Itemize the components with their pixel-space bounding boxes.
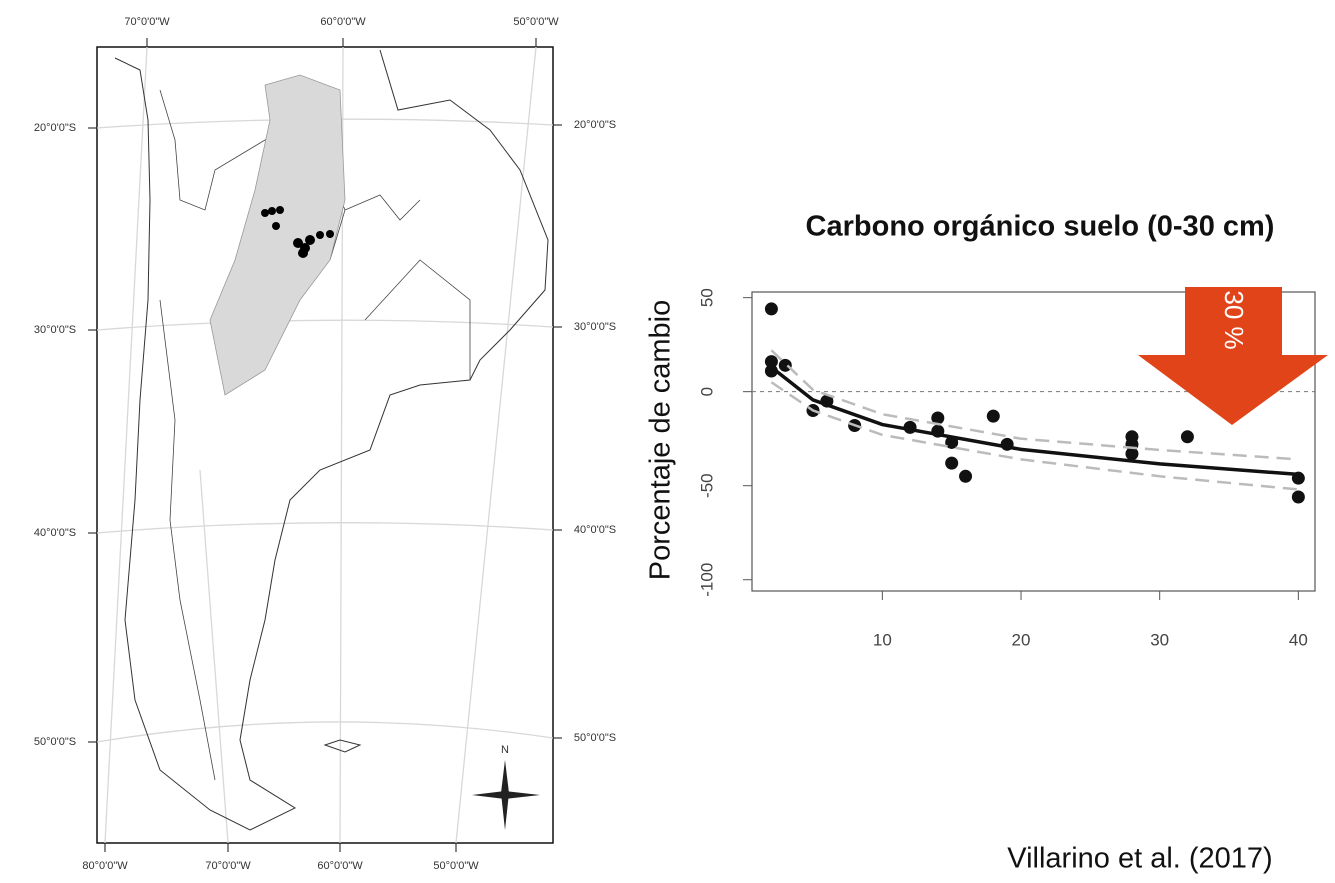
- coordinate-label: 50°0'0"W: [513, 16, 559, 28]
- plot-frame: [751, 291, 1316, 592]
- data-point: [1180, 430, 1194, 444]
- coordinate-label: 20°0'0"S: [34, 122, 76, 134]
- data-point: [1291, 490, 1305, 504]
- coordinate-label: 60°0'0"W: [317, 860, 363, 872]
- coordinate-label: 40°0'0"S: [574, 524, 616, 536]
- data-point: [764, 355, 778, 369]
- borders: [159, 89, 471, 781]
- x-tick-label: 10: [873, 630, 892, 649]
- y-tick-label: -50: [697, 473, 716, 498]
- annotation-arrow: [1138, 287, 1328, 425]
- fit-line: [770, 365, 1299, 477]
- coordinate-label: 70°0'0"W: [124, 16, 170, 28]
- coordinate-label: 60°0'0"W: [320, 16, 366, 28]
- chart-title: Carbono orgánico suelo (0-30 cm): [806, 211, 1275, 243]
- coastline: [114, 49, 549, 831]
- islands: [323, 739, 362, 753]
- sites: [261, 206, 334, 258]
- compass: N: [472, 744, 540, 830]
- coordinate-label: 40°0'0"S: [34, 527, 76, 539]
- data-point: [1125, 447, 1139, 461]
- confidence-band: [770, 381, 1299, 491]
- data-point: [778, 358, 792, 372]
- confidence-band: [770, 349, 1299, 461]
- data-point: [945, 456, 959, 470]
- data-point: [764, 302, 778, 316]
- coordinate-label: 30°0'0"S: [574, 321, 616, 333]
- y-tick-label: 50: [697, 288, 716, 307]
- annotation-text: 30 %: [1219, 290, 1249, 349]
- y-tick-label: 0: [697, 387, 716, 396]
- x-tick-label: 30: [1150, 630, 1169, 649]
- graticule: [96, 46, 554, 844]
- data-point: [986, 409, 1000, 423]
- chaco-region: [209, 74, 346, 396]
- coordinate-label: 50°0'0"W: [433, 860, 479, 872]
- x-tick-label: 40: [1289, 630, 1308, 649]
- map-labels: 70°0'0"W 60°0'0"W 50°0'0"W 80°0'0"W 70°0'0"W…: [34, 16, 616, 872]
- coordinate-label: 30°0'0"S: [34, 324, 76, 336]
- data-point: [959, 469, 973, 483]
- y-axis-label: Porcentaje de cambio: [645, 300, 677, 581]
- data-point: [931, 411, 945, 425]
- coordinate-label: 50°0'0"S: [574, 732, 616, 744]
- map: N 70°0'0"W 60°0'0"W 50°0'0"W80°0'0"W 70°0'0…: [34, 16, 616, 872]
- coordinate-label: 20°0'0"S: [574, 119, 616, 131]
- coordinate-label: 80°0'0"W: [82, 860, 128, 872]
- coordinate-label: 70°0'0"W: [205, 860, 251, 872]
- citation: Villarino et al. (2017): [1007, 843, 1272, 875]
- coordinate-label: 50°0'0"S: [34, 736, 76, 748]
- y-tick-label: -100: [697, 563, 716, 597]
- north-label: N: [501, 744, 509, 756]
- x-tick-label: 20: [1012, 630, 1031, 649]
